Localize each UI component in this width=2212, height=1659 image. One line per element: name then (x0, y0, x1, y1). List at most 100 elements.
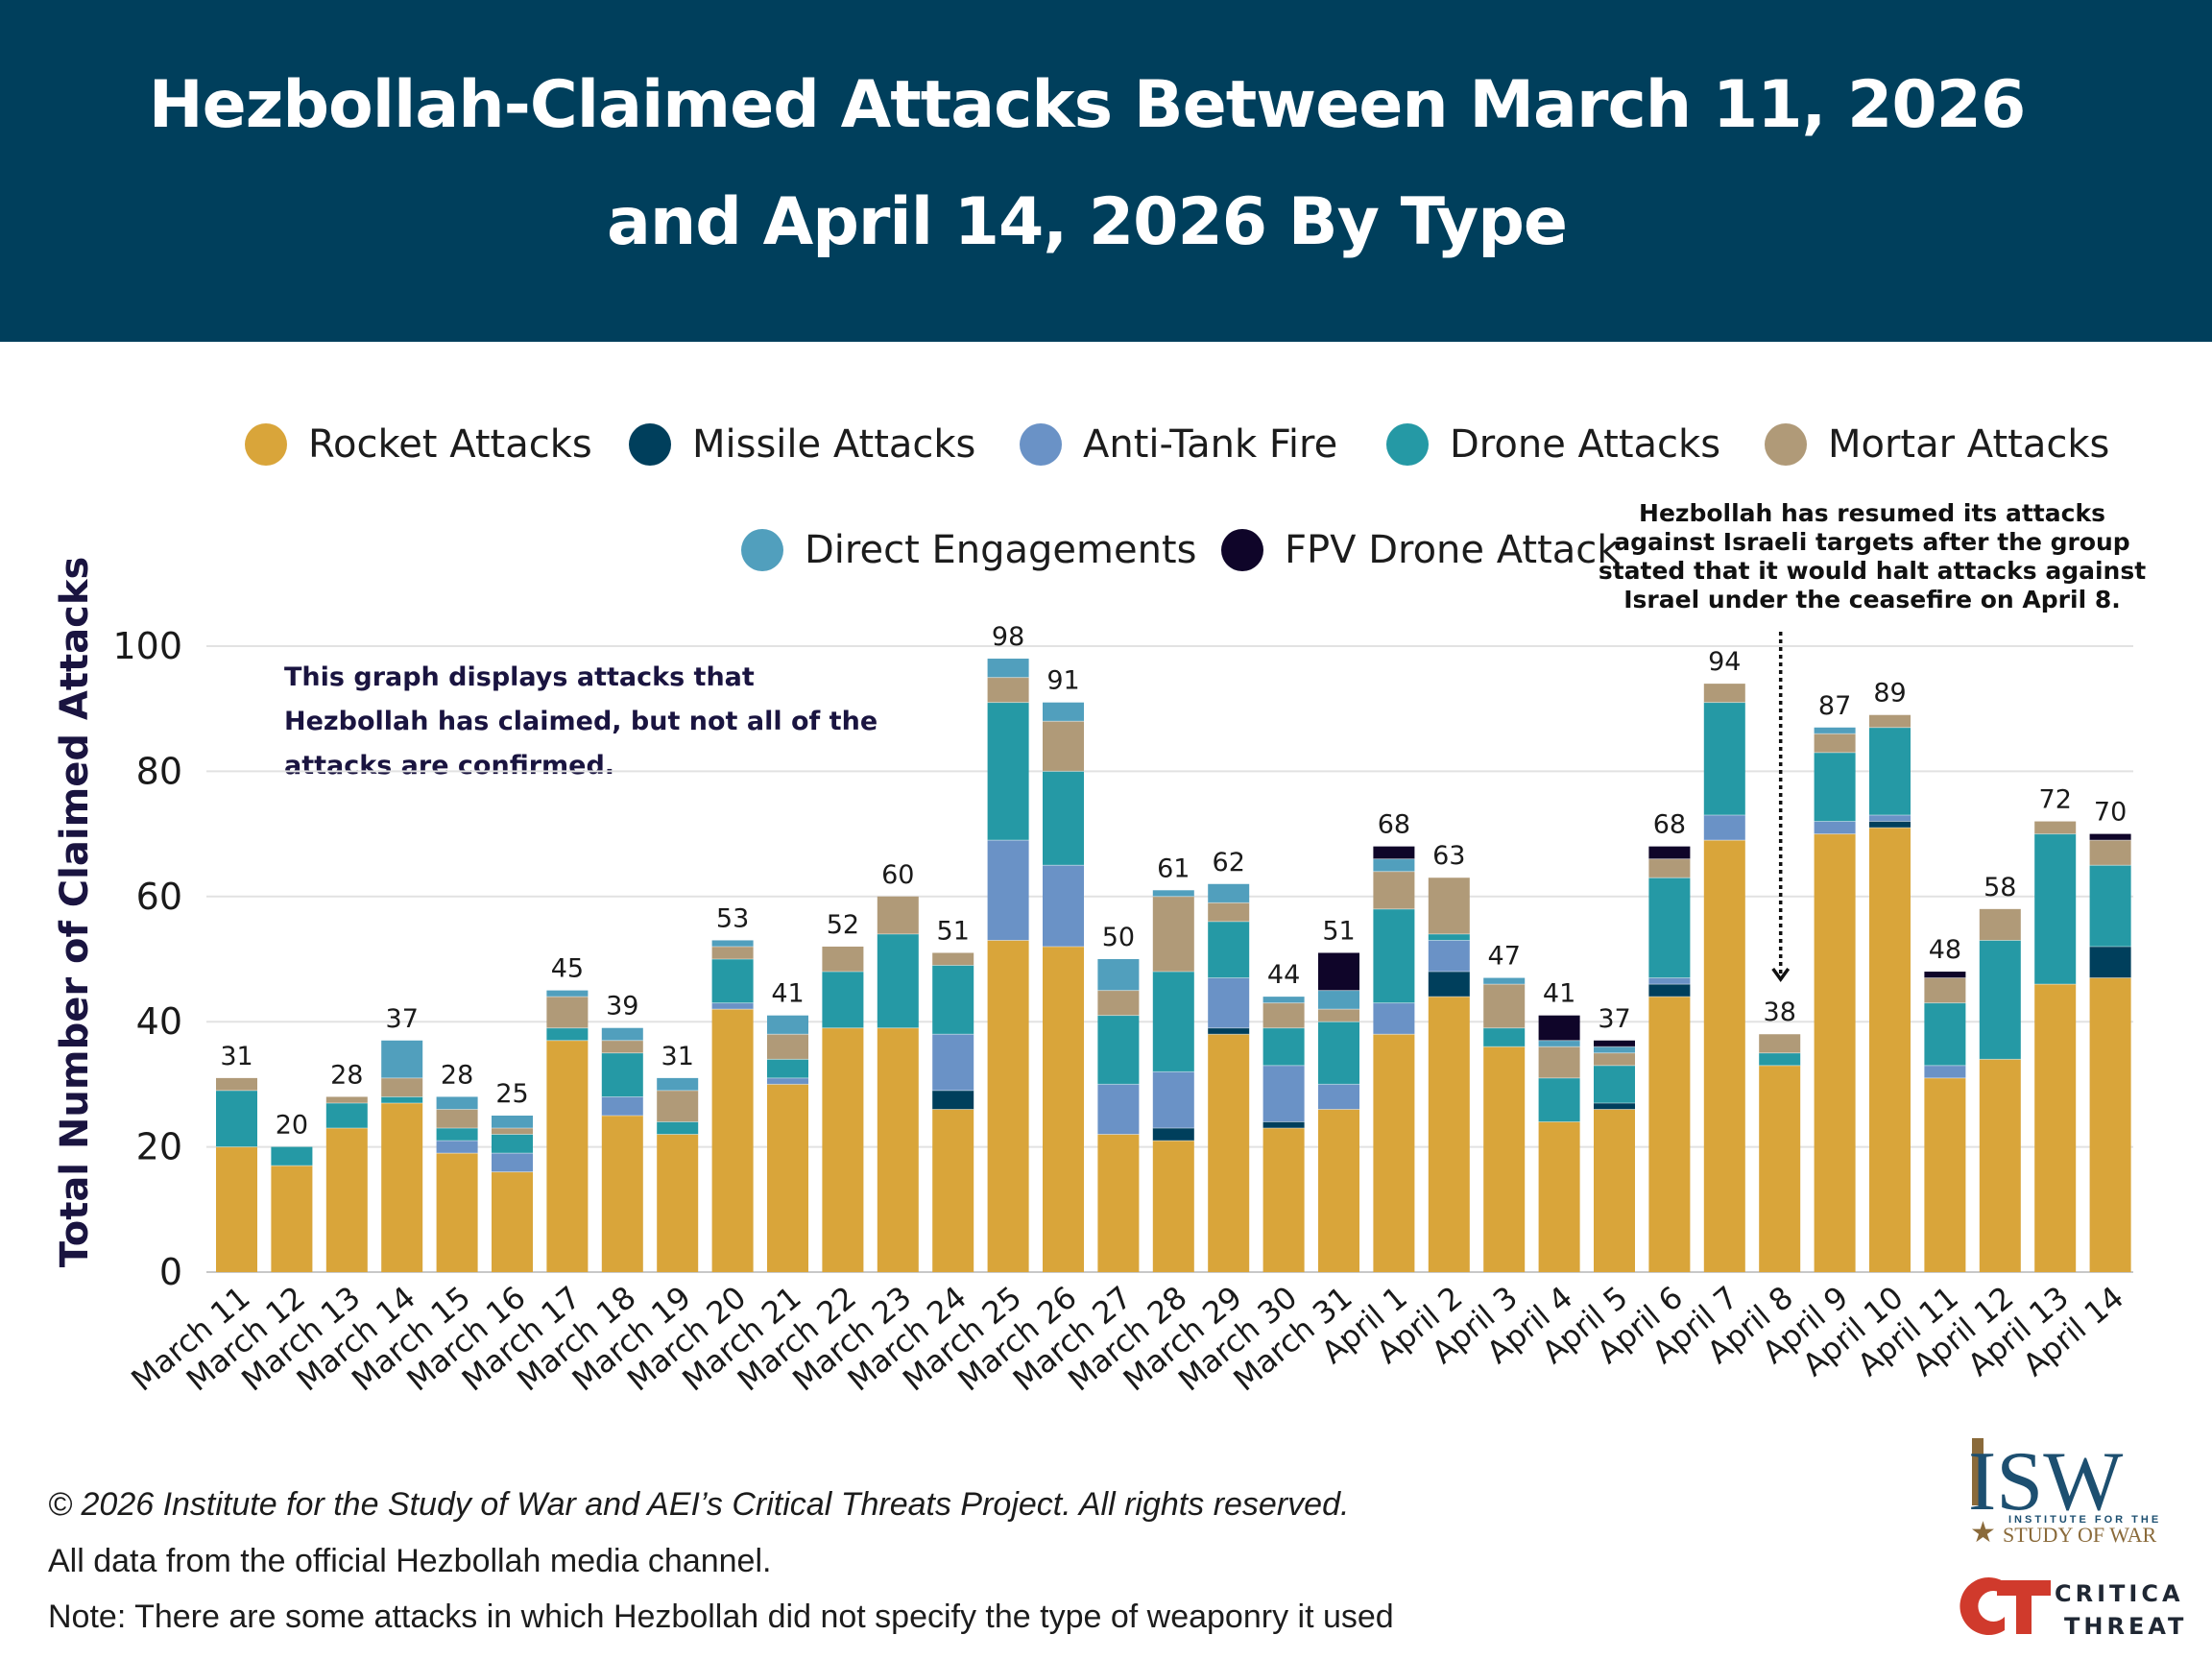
bar-total-label: 68 (1653, 810, 1686, 840)
bar-segment-direct-engagements (711, 940, 754, 947)
ct-logo-t-mark (1997, 1580, 2051, 1634)
legend-item-fpv-drone-attack: FPV Drone Attack (1221, 528, 1619, 572)
ct-logo-line-1: CRITICAL (2055, 1580, 2185, 1607)
bar-stack (1483, 977, 1526, 1272)
bar-total-label: 98 (992, 622, 1024, 652)
bar-segment-anti-tank-fire (1703, 815, 1745, 841)
bar-segment-mortar-attacks (1594, 1052, 1635, 1066)
bar-segment-anti-tank-fire (767, 1077, 808, 1085)
bar-segment-rocket-attacks (1759, 1065, 1801, 1272)
bar-segment-direct-engagements (492, 1116, 533, 1129)
bar-total-label: 20 (276, 1111, 308, 1141)
bar-segment-rocket-attacks (1152, 1141, 1194, 1272)
bar-segment-direct-engagements (1594, 1046, 1635, 1053)
bar-segment-mortar-attacks (1152, 896, 1194, 973)
bar-segment-drone-attacks (271, 1146, 313, 1166)
bar-segment-drone-attacks (546, 1027, 589, 1041)
bar-segment-drone-attacks (1373, 908, 1415, 1003)
bar-stack (1538, 1015, 1580, 1272)
bar-segment-missile-attacks (1869, 821, 1911, 829)
bar-segment-anti-tank-fire (1924, 1065, 1966, 1078)
bar-segment-direct-engagements (657, 1077, 699, 1091)
bar-total-label: 51 (937, 916, 970, 946)
bar-total-label: 31 (661, 1042, 694, 1071)
bar-stack (1262, 997, 1305, 1272)
bar-stack (1428, 878, 1470, 1272)
bar-stack (987, 659, 1029, 1272)
bar-segment-drone-attacks (601, 1052, 643, 1097)
bar-total-label: 50 (1102, 923, 1135, 952)
bar-segment-mortar-attacks (987, 677, 1029, 703)
legend-label: Mortar Attacks (1828, 422, 2110, 467)
disclaimer-annotation: This graph displays attacks that Hezboll… (284, 662, 878, 781)
bar-total-label: 60 (881, 860, 914, 890)
bar-stack (1043, 702, 1084, 1272)
ct-logo-line-2: THREATS (2064, 1613, 2185, 1640)
legend-label: Anti-Tank Fire (1083, 422, 1338, 467)
bar-stack (1648, 846, 1691, 1272)
bar-stack (711, 940, 754, 1272)
bar-segment-direct-engagements (1483, 977, 1526, 985)
bar-total-label: 94 (1708, 647, 1741, 677)
bar-segment-mortar-attacks (2089, 840, 2131, 866)
y-tick-label: 0 (159, 1251, 182, 1293)
bar-stack (877, 896, 919, 1272)
bar-segment-mortar-attacks (1869, 714, 1911, 728)
bar-stack (1152, 890, 1194, 1272)
bar-segment-direct-engagements (546, 990, 589, 998)
bar-segment-drone-attacks (1208, 921, 1250, 978)
bar-segment-anti-tank-fire (987, 840, 1029, 941)
bar-segment-mortar-attacks (1703, 684, 1745, 703)
bar-segment-rocket-attacks (987, 940, 1029, 1272)
y-tick-label: 40 (136, 1000, 182, 1043)
bar-segment-mortar-attacks (1373, 871, 1415, 909)
bar-segment-rocket-attacks (216, 1146, 257, 1272)
bar-stack (546, 990, 589, 1272)
bar-stack (1869, 714, 1911, 1272)
bar-stack (932, 952, 974, 1272)
bar-total-label: 28 (441, 1060, 473, 1090)
bar-stack (2089, 833, 2131, 1272)
bar-segment-drone-attacks (1097, 1015, 1140, 1085)
bar-segment-rocket-attacks (1373, 1034, 1415, 1272)
note-text: Note: There are some attacks in which He… (48, 1599, 1394, 1635)
bar-segment-mortar-attacks (657, 1090, 699, 1122)
bar-segment-anti-tank-fire (1428, 940, 1470, 973)
bar-total-label: 52 (827, 910, 859, 940)
bar-segment-anti-tank-fire (1262, 1065, 1305, 1122)
bar-segment-mortar-attacks (381, 1077, 423, 1097)
bar-segment-mortar-attacks (546, 997, 589, 1028)
bar-segment-rocket-attacks (877, 1027, 919, 1272)
bar-segment-drone-attacks (436, 1128, 478, 1142)
bar-total-label: 70 (2094, 798, 2127, 828)
isw-logo: ISW ★ INSTITUTE FOR THE STUDY OF WAR (1968, 1435, 2161, 1550)
ceasefire-arrowhead-icon (1771, 967, 1791, 982)
isw-logo-subtitle-1: INSTITUTE FOR THE (2008, 1514, 2161, 1526)
legend-label: Drone Attacks (1450, 422, 1721, 467)
title-banner: Hezbollah-Claimed Attacks Between March … (0, 0, 2212, 342)
bar-segment-mortar-attacks (1097, 990, 1140, 1016)
legend-swatch-icon (1386, 423, 1429, 466)
bar-segment-drone-attacks (767, 1059, 808, 1078)
bar-stack (1373, 846, 1415, 1272)
bar-segment-rocket-attacks (1208, 1034, 1250, 1272)
bar-segment-anti-tank-fire (1373, 1002, 1415, 1035)
bar-segment-anti-tank-fire (1869, 815, 1911, 822)
bar-stack (381, 1040, 423, 1272)
star-icon: ★ (1970, 1516, 1996, 1550)
bar-segment-drone-attacks (822, 972, 864, 1028)
bar-total-label: 72 (2039, 785, 2072, 815)
bar-segment-rocket-attacks (1979, 1059, 2021, 1272)
bar-total-label: 38 (1764, 998, 1796, 1027)
y-tick-label: 100 (112, 625, 182, 667)
bar-segment-rocket-attacks (1924, 1077, 1966, 1272)
bar-segment-rocket-attacks (767, 1084, 808, 1272)
bar-segment-fpv-drone-attack (1538, 1015, 1580, 1041)
bar-total-label: 61 (1157, 854, 1190, 883)
bar-segment-rocket-attacks (1814, 833, 1856, 1272)
legend-label: Rocket Attacks (308, 422, 592, 467)
bar-segment-mortar-attacks (436, 1109, 478, 1129)
bar-segment-rocket-attacks (1097, 1134, 1140, 1272)
bar-segment-mortar-attacks (1648, 858, 1691, 878)
bar-segment-rocket-attacks (822, 1027, 864, 1272)
